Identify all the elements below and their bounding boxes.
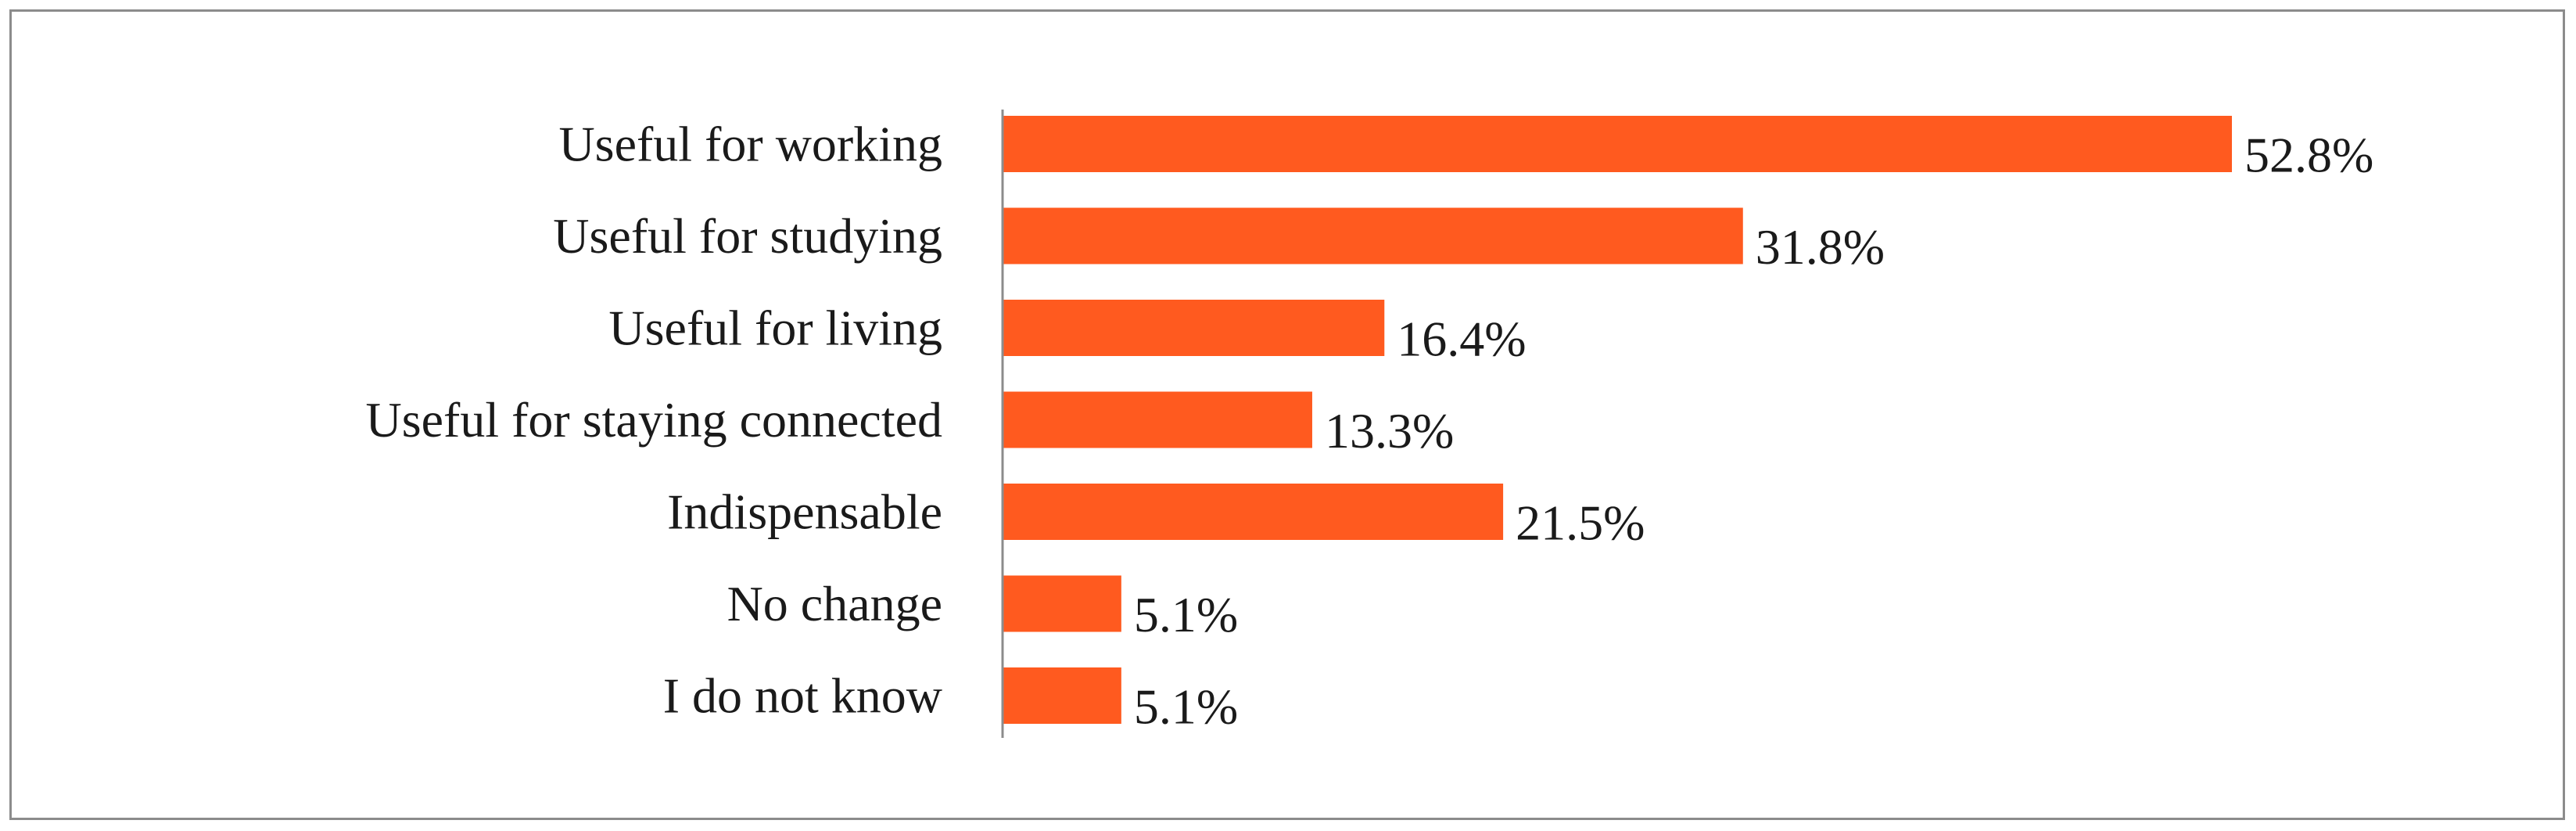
bar: [1003, 484, 1504, 540]
value-label: 21.5%: [1516, 495, 1645, 551]
bar: [1003, 116, 2232, 172]
category-label: Useful for working: [558, 117, 942, 172]
value-label: 13.3%: [1325, 403, 1454, 459]
category-label: Useful for staying connected: [365, 392, 942, 448]
category-label: Useful for living: [608, 300, 942, 356]
category-label: Useful for studying: [553, 208, 942, 264]
value-label: 5.1%: [1134, 679, 1238, 735]
category-label: I do not know: [663, 668, 942, 724]
value-label: 5.1%: [1134, 587, 1238, 642]
category-label: No change: [727, 576, 942, 631]
bar: [1003, 391, 1312, 448]
value-labels-group: 52.8% 31.8% 16.4% 13.3% 21.5% 5.1% 5.1%: [1134, 128, 2373, 735]
value-label: 52.8%: [2244, 128, 2373, 183]
bars-group: [1003, 116, 2232, 724]
category-labels-group: Useful for working Useful for studying Use…: [365, 117, 942, 724]
bar: [1003, 667, 1121, 724]
value-label: 16.4%: [1397, 311, 1526, 367]
bar: [1003, 207, 1743, 264]
category-label: Indispensable: [667, 484, 942, 540]
bar: [1003, 300, 1385, 356]
bar: [1003, 575, 1121, 632]
value-label: 31.8%: [1756, 219, 1885, 275]
